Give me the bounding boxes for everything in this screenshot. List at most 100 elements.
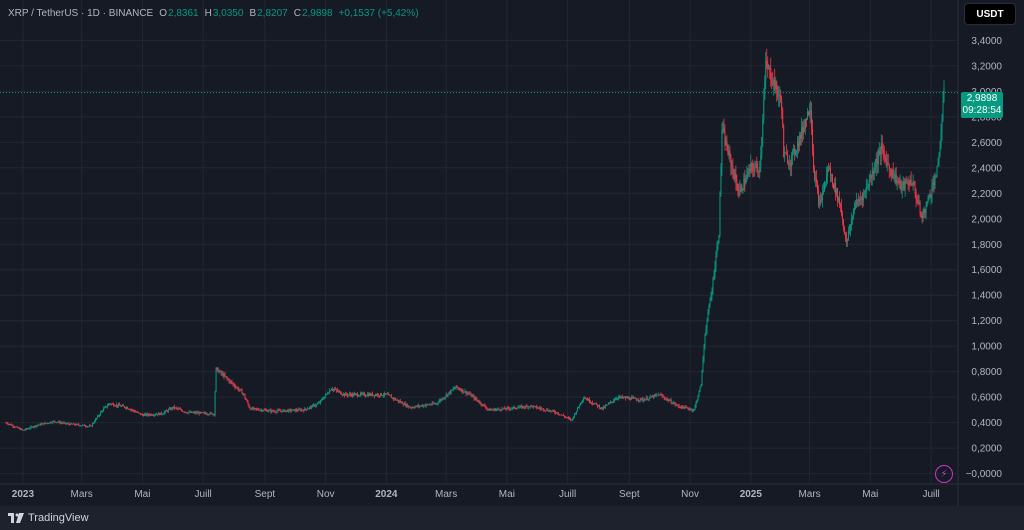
candle-body: [537, 408, 539, 409]
candle-body: [232, 383, 234, 385]
candle-body: [96, 418, 98, 420]
candle-body: [242, 393, 244, 395]
candle-body: [135, 411, 137, 413]
candle-body: [538, 407, 540, 409]
candle-body: [119, 404, 121, 406]
candle-body: [742, 189, 744, 191]
candle-body: [458, 388, 460, 390]
candle-body: [735, 173, 737, 182]
candle-body: [377, 394, 379, 396]
x-tick-label: Mai: [862, 489, 878, 500]
candle-body: [399, 401, 401, 403]
candle-body: [722, 128, 724, 130]
candle-body: [726, 141, 728, 150]
candle-body: [459, 389, 461, 391]
candle-body: [669, 400, 671, 401]
candle-body: [423, 405, 425, 407]
candle-body: [627, 397, 629, 399]
candle-body: [497, 408, 499, 410]
candle-body: [211, 413, 213, 415]
candle-body: [107, 405, 109, 407]
candle-body: [395, 399, 397, 401]
candle-body: [617, 397, 619, 399]
candle-body: [879, 150, 881, 156]
candle-body: [361, 393, 363, 395]
symbol-title[interactable]: XRP / TetherUS · 1D · BINANCE: [8, 8, 154, 19]
candle-body: [441, 398, 443, 400]
x-tick-label: Mai: [499, 489, 515, 500]
candle-body: [334, 389, 336, 390]
y-tick-label: 0,4000: [971, 418, 1002, 429]
candle-body: [220, 371, 222, 374]
candle-body: [714, 267, 716, 276]
candle-body: [534, 406, 536, 407]
candle-body: [482, 404, 484, 406]
candle-body: [677, 404, 679, 406]
candle-body: [161, 414, 163, 415]
x-tick-label: Sept: [619, 489, 640, 500]
chart-area[interactable]: −0,0000 0,2000 0,4000 0,6000 0,8000 1,0000 1,2…: [0, 0, 1024, 506]
currency-button[interactable]: USDT: [964, 3, 1016, 25]
candle-body: [559, 414, 561, 415]
candle-body: [407, 405, 409, 407]
candle-body: [920, 213, 922, 215]
candle-body: [145, 413, 147, 416]
candle-body: [919, 202, 921, 214]
candle-body: [171, 407, 173, 409]
candle-body: [265, 409, 267, 411]
candle-body: [662, 396, 664, 398]
candle-body: [553, 410, 555, 412]
candle-body: [230, 380, 232, 382]
lightning-icon[interactable]: ⚡: [935, 465, 953, 483]
candle-body: [646, 397, 648, 400]
candle-body: [498, 408, 500, 410]
candle-body: [218, 371, 220, 373]
candle-body: [910, 179, 912, 185]
candle-body: [672, 403, 674, 404]
price-chart[interactable]: −0,0000 0,2000 0,4000 0,6000 0,8000 1,0000 1,2…: [0, 0, 1024, 506]
tradingview-logo[interactable]: TradingView: [8, 512, 89, 524]
candle-body: [260, 409, 262, 411]
candle-body: [644, 399, 646, 401]
candle-body: [387, 394, 389, 396]
candle-body: [908, 184, 910, 186]
candle-body: [181, 410, 183, 412]
candle-body: [225, 376, 227, 378]
candle-body: [159, 412, 161, 415]
candle-body: [651, 396, 653, 398]
candle-body: [846, 239, 848, 242]
candle-body: [99, 414, 101, 416]
candle-body: [840, 206, 842, 215]
candle-body: [188, 411, 190, 413]
candle-body: [398, 401, 400, 402]
candle-body: [365, 395, 367, 397]
candle-body: [72, 423, 74, 425]
candle-body: [832, 184, 834, 189]
candle-body: [476, 399, 478, 401]
candle-body: [878, 150, 880, 156]
candle-body: [132, 409, 134, 411]
candle-body: [92, 423, 94, 426]
candle-body: [712, 278, 714, 292]
candle-body: [856, 200, 858, 202]
candle-body: [918, 202, 920, 204]
candle-body: [881, 143, 883, 150]
candle-body: [670, 400, 672, 404]
candle-body: [786, 153, 788, 155]
candle-body: [715, 255, 717, 268]
candle-body: [155, 414, 157, 416]
candle-body: [153, 414, 155, 416]
candle-body: [237, 387, 239, 390]
candle-body: [367, 394, 369, 396]
candle-body: [49, 422, 51, 424]
candle-body: [253, 407, 255, 410]
candle-body: [612, 400, 614, 402]
candle-body: [140, 414, 142, 415]
candle-body: [267, 411, 269, 412]
candle-body: [385, 393, 387, 395]
candle-body: [693, 409, 695, 411]
candle-body: [80, 425, 82, 427]
candle-body: [48, 423, 50, 424]
candle-body: [117, 404, 119, 407]
candle-body: [275, 411, 277, 413]
